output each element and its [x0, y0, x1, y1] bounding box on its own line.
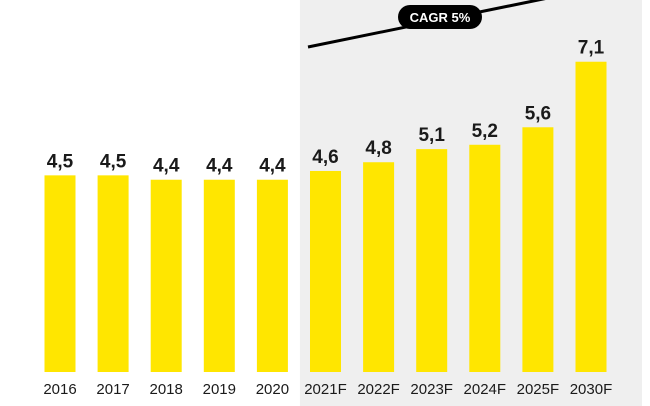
tick-label-2017: 2017 — [96, 381, 129, 398]
tick-label-2025f: 2025F — [517, 381, 560, 398]
bar-2016 — [44, 175, 76, 372]
value-labels-layer: 4,5 4,5 4,4 4,4 4,4 4,6 4,8 5,1 5,2 5,6 7,1 — [47, 38, 605, 177]
tick-label-2021f: 2021F — [304, 381, 347, 398]
tick-label-2016: 2016 — [43, 381, 76, 398]
tick-label-2018: 2018 — [150, 381, 183, 398]
value-label-2022f: 4,8 — [365, 138, 391, 159]
value-label-2025f: 5,6 — [525, 103, 551, 124]
tick-label-2024f: 2024F — [464, 381, 507, 398]
x-axis-tick-labels: 2016 2017 2018 2019 2020 2021F 2022F 2023F 2024F… — [43, 381, 612, 398]
value-label-2018: 4,4 — [153, 156, 180, 177]
bar-2025f — [522, 127, 554, 372]
bars-layer — [44, 61, 607, 372]
value-label-2030f: 7,1 — [578, 38, 605, 59]
bar-2019 — [203, 179, 235, 372]
value-label-2023f: 5,1 — [418, 125, 445, 146]
cagr-label: CAGR 5% — [410, 10, 471, 25]
cagr-badge — [398, 5, 482, 29]
bar-2022f — [363, 162, 395, 372]
bar-2020 — [256, 179, 288, 372]
bar-2021f — [310, 170, 341, 372]
tick-label-2020: 2020 — [256, 381, 289, 398]
tick-label-2030f: 2030F — [570, 381, 613, 398]
value-label-2024f: 5,2 — [472, 121, 498, 142]
value-label-2021f: 4,6 — [312, 147, 338, 168]
bar-2030f — [575, 61, 607, 372]
tick-label-2023f: 2023F — [410, 381, 453, 398]
bar-2023f — [416, 149, 448, 372]
value-label-2019: 4,4 — [206, 156, 233, 177]
value-label-2020: 4,4 — [259, 156, 286, 177]
tick-label-2019: 2019 — [203, 381, 236, 398]
value-label-2017: 4,5 — [100, 151, 127, 172]
bar-2017 — [97, 175, 129, 372]
bar-2024f — [469, 144, 501, 372]
tick-label-2022f: 2022F — [357, 381, 400, 398]
bar-2018 — [150, 179, 182, 372]
value-label-2016: 4,5 — [47, 151, 74, 172]
cagr-annotation: CAGR 5% — [307, 0, 546, 49]
